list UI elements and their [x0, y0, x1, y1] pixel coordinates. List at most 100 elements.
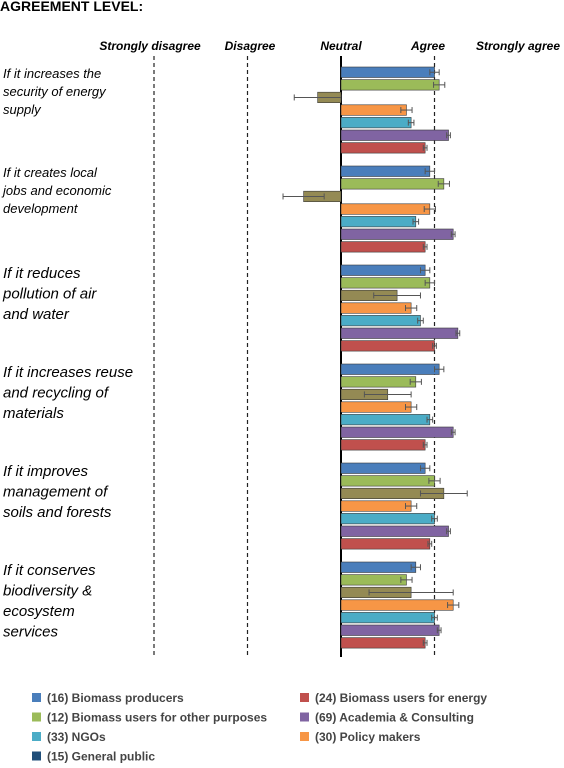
errorbar-15-general-public-q1 — [293, 94, 342, 101]
chart-title: AGREEMENT LEVEL: — [0, 0, 143, 14]
bar-12-biomass-users-for-other-purposes-q6 — [340, 574, 407, 586]
level-label-agree: Agree — [410, 39, 445, 53]
legend-item-30-policy-makers: (30) Policy makers — [300, 730, 421, 744]
legend-label: (24) Biomass users for energy — [315, 691, 487, 705]
bar-16-biomass-producers-q1 — [340, 66, 435, 78]
bar-12-biomass-users-for-other-purposes-q2 — [340, 178, 445, 190]
errorbar-24-biomass-users-for-energy-q4 — [422, 441, 428, 448]
errorbar-33-ngos-q5 — [431, 515, 438, 522]
legend-item-15-general-public: (15) General public — [32, 750, 155, 764]
errorbar-24-biomass-users-for-energy-q3 — [432, 342, 437, 349]
errorbar-69-academia-consulting-q1 — [446, 132, 451, 139]
errorbar-33-ngos-q3 — [417, 317, 424, 324]
legend-item-33-ngos: (33) NGOs — [32, 730, 106, 744]
errorbar-69-academia-consulting-q6 — [436, 627, 442, 634]
legend-swatch — [300, 732, 309, 741]
errorbar-30-policy-makers-q1 — [400, 107, 413, 114]
level-label-strongly-agree: Strongly agree — [476, 39, 560, 53]
bar-30-policy-makers-q5 — [340, 500, 412, 512]
bar-16-biomass-producers-q4 — [340, 363, 440, 375]
legend-label: (33) NGOs — [47, 730, 106, 744]
bar-30-policy-makers-q6 — [340, 599, 454, 611]
errorbar-24-biomass-users-for-energy-q6 — [422, 639, 428, 646]
errorbar-16-biomass-producers-q4 — [434, 366, 445, 373]
category-label-q3: If it reduces pollution of air and water — [2, 265, 97, 323]
bar-12-biomass-users-for-other-purposes-q3 — [340, 277, 431, 289]
legend-label: (30) Policy makers — [315, 730, 421, 744]
category-label-q6: If it conserves biodiversity & ecosystem se… — [3, 562, 96, 641]
legend-swatch — [32, 751, 41, 761]
legend-label: (12) Biomass users for other purposes — [47, 711, 267, 725]
errorbar-12-biomass-users-for-other-purposes-q6 — [400, 576, 413, 583]
legend-label: (15) General public — [47, 750, 155, 764]
level-label-strongly-disagree: Strongly disagree — [99, 39, 201, 53]
bar-33-ngos-q6 — [340, 612, 435, 624]
bar-69-academia-consulting-q5 — [340, 525, 449, 537]
bar-12-biomass-users-for-other-purposes-q5 — [340, 475, 435, 487]
errorbar-12-biomass-users-for-other-purposes-q5 — [428, 477, 441, 484]
errorbar-33-ngos-q1 — [407, 119, 415, 126]
errorbar-33-ngos-q4 — [426, 416, 434, 423]
errorbar-15-general-public-q4 — [363, 391, 412, 398]
legend-swatch — [300, 693, 309, 702]
errorbar-30-policy-makers-q5 — [405, 503, 418, 510]
bar-30-policy-makers-q3 — [340, 302, 412, 314]
errorbar-30-policy-makers-q6 — [447, 602, 460, 609]
bar-33-ngos-q2 — [340, 216, 417, 228]
legend-item-12-biomass-users-for-other-purposes: (12) Biomass users for other purposes — [32, 711, 267, 725]
errorbar-69-academia-consulting-q2 — [450, 231, 456, 238]
errorbar-12-biomass-users-for-other-purposes-q2 — [437, 180, 450, 187]
bar-24-biomass-users-for-energy-q4 — [340, 439, 426, 451]
bar-33-ngos-q1 — [340, 117, 412, 129]
errorbar-16-biomass-producers-q5 — [419, 465, 431, 472]
errorbar-16-biomass-producers-q1 — [429, 69, 440, 76]
category-label-q2: If it creates local jobs and economic deve… — [1, 165, 112, 216]
bar-30-policy-makers-q4 — [340, 401, 412, 413]
bar-16-biomass-producers-q5 — [340, 462, 426, 474]
legend-item-16-biomass-producers: (16) Biomass producers — [32, 691, 184, 705]
bar-69-academia-consulting-q1 — [340, 129, 449, 141]
errorbar-12-biomass-users-for-other-purposes-q4 — [409, 378, 422, 385]
bar-24-biomass-users-for-energy-q2 — [340, 241, 426, 253]
errorbar-16-biomass-producers-q3 — [419, 267, 431, 274]
bar-30-policy-makers-q2 — [340, 203, 431, 215]
bar-16-biomass-producers-q3 — [340, 264, 426, 276]
legend-item-69-academia-consulting: (69) Academia & Consulting — [300, 711, 474, 725]
bar-16-biomass-producers-q2 — [340, 165, 431, 177]
errorbar-16-biomass-producers-q6 — [410, 564, 421, 571]
legend-label: (69) Academia & Consulting — [315, 711, 474, 725]
bar-16-biomass-producers-q6 — [340, 561, 417, 573]
bar-24-biomass-users-for-energy-q5 — [340, 538, 431, 550]
errorbar-16-biomass-producers-q2 — [424, 168, 435, 175]
errorbar-69-academia-consulting-q4 — [450, 429, 456, 436]
errorbar-24-biomass-users-for-energy-q1 — [422, 144, 428, 151]
errorbar-12-biomass-users-for-other-purposes-q3 — [424, 279, 435, 286]
bar-69-academia-consulting-q2 — [340, 228, 454, 240]
legend-swatch — [32, 732, 41, 741]
errorbar-69-academia-consulting-q3 — [455, 330, 461, 337]
legend-item-24-biomass-users-for-energy: (24) Biomass users for energy — [300, 691, 487, 705]
errorbar-15-general-public-q6 — [368, 589, 454, 596]
errorbar-30-policy-makers-q3 — [405, 305, 418, 312]
bar-69-academia-consulting-q3 — [340, 327, 459, 339]
bar-12-biomass-users-for-other-purposes-q1 — [340, 79, 440, 91]
errorbar-30-policy-makers-q4 — [405, 404, 418, 411]
errorbar-15-general-public-q5 — [419, 490, 468, 497]
legend-swatch — [300, 712, 309, 722]
bar-12-biomass-users-for-other-purposes-q4 — [340, 376, 417, 388]
bar-33-ngos-q5 — [340, 513, 435, 525]
errorbar-33-ngos-q6 — [431, 614, 438, 621]
bar-33-ngos-q4 — [340, 414, 431, 426]
level-label-disagree: Disagree — [225, 39, 276, 53]
errorbar-15-general-public-q2 — [282, 193, 325, 200]
errorbar-24-biomass-users-for-energy-q5 — [427, 540, 433, 547]
errorbar-24-biomass-users-for-energy-q2 — [422, 243, 428, 250]
category-label-q4: If it increases reuse and recycling of mat… — [3, 364, 133, 422]
bar-24-biomass-users-for-energy-q3 — [340, 340, 435, 352]
errorbar-33-ngos-q2 — [412, 218, 420, 225]
level-label-neutral: Neutral — [320, 39, 362, 53]
bar-69-academia-consulting-q4 — [340, 426, 454, 438]
category-label-q5: If it improves management of soils and for… — [3, 463, 112, 521]
bar-69-academia-consulting-q6 — [340, 624, 440, 636]
